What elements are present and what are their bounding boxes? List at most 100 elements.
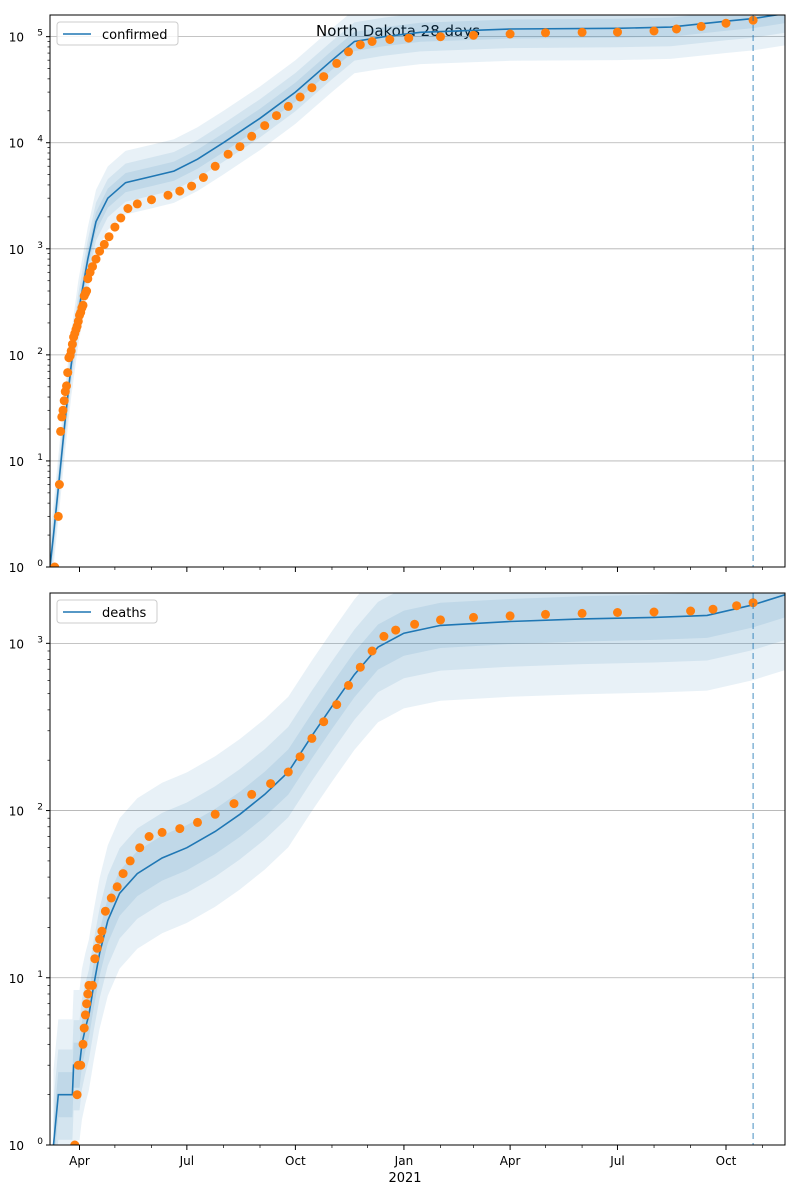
observed-point [577,608,587,618]
observed-point [732,601,742,611]
observed-point [686,606,696,616]
y-tick-label: 10 [9,805,24,819]
observed-point [59,396,69,406]
observed-point [56,426,66,436]
observed-point [379,631,389,641]
observed-point [613,608,622,617]
observed-point [198,173,208,182]
y-tick-base: 10 [9,805,24,819]
observed-point [53,511,63,521]
observed-point [112,882,122,892]
y-tick-label: 10 [9,455,24,469]
observed-point [70,1140,80,1145]
observed-point [157,827,167,837]
observed-point [404,33,414,43]
observed-point [144,832,154,841]
observed-point [63,368,73,378]
observed-point [319,717,329,727]
observed-point [147,195,156,205]
observed-point [696,21,706,31]
confirmed-model-line [50,15,782,567]
legend-label: deaths [102,606,147,621]
observed-point [116,213,126,223]
observed-point [82,286,92,296]
observed-point [266,779,276,789]
observed-point [92,943,102,953]
observed-point [355,40,365,50]
y-tick-base: 10 [9,349,24,363]
observed-point [193,817,202,827]
observed-point [62,381,71,391]
confirmed-panel: 10 0 10 1 10 2 10 3 10 4 10 5 confirmed [9,14,786,575]
observed-point [367,37,377,46]
y-tick-exponent: 1 [37,453,43,463]
y-tick-base: 10 [9,972,24,986]
observed-point [187,181,197,191]
observed-point [210,161,220,171]
observed-point [175,186,185,196]
observed-point [355,662,365,672]
observed-point [344,47,353,57]
observed-point [272,111,281,121]
observed-point [97,926,107,936]
observed-point [110,222,120,232]
observed-point [104,232,114,242]
y-tick-base: 10 [9,561,24,575]
observed-point [505,611,515,621]
observed-point [541,609,550,619]
observed-point [541,28,550,38]
observed-point [672,24,681,34]
y-tick-base: 10 [9,455,24,469]
observed-point [436,32,445,42]
legend-box [56,599,158,624]
y-tick-exponent: 3 [37,241,43,251]
uncertainty-band [50,15,785,567]
observed-point [78,300,88,310]
y-tick-base: 10 [9,31,24,45]
y-tick-label: 10 [9,561,24,575]
observed-point [95,246,105,256]
deaths-panel: 10 0 10 1 10 2 10 3 Apr Jul Oct Jan Apr Jul Oct deaths [9,592,786,1168]
observed-point [410,619,420,629]
observed-point [295,92,305,102]
y-tick-label: 10 [9,349,24,363]
observed-point [125,856,135,866]
observed-point [307,83,317,93]
observed-point [469,30,478,40]
observed-point [78,1039,88,1049]
x-tick-label: Oct [716,1154,737,1168]
observed-point [58,405,68,415]
observed-point [469,612,478,622]
observed-point [332,700,342,710]
observed-point [295,752,305,762]
y-tick-label: 10 [9,1139,24,1153]
observed-point [436,615,445,625]
uncertainty-band [53,593,785,1145]
observed-point [175,824,185,834]
observed-point [135,843,145,853]
observed-point [123,204,133,213]
y-tick-base: 10 [9,243,24,257]
observed-point [391,625,401,635]
observed-point [283,767,293,777]
legend-box [56,21,179,46]
observed-point [319,72,329,82]
observed-point [307,733,317,743]
x-tick-label: Apr [69,1154,90,1168]
observed-point [82,999,92,1009]
observed-point [163,190,173,200]
y-tick-exponent: 3 [37,635,43,645]
x-tick-label: Jan [394,1154,414,1168]
legend: deaths [56,599,158,624]
y-tick-exponent: 4 [37,135,43,145]
plot-frame [49,14,786,568]
observed-point [210,809,220,819]
y-tick-exponent: 2 [37,347,43,357]
observed-point [235,142,245,152]
observed-point [79,1023,89,1033]
observed-point [577,27,587,37]
y-tick-label: 10 [9,637,24,651]
observed-point [83,989,93,999]
y-tick-exponent: 0 [37,1137,43,1147]
